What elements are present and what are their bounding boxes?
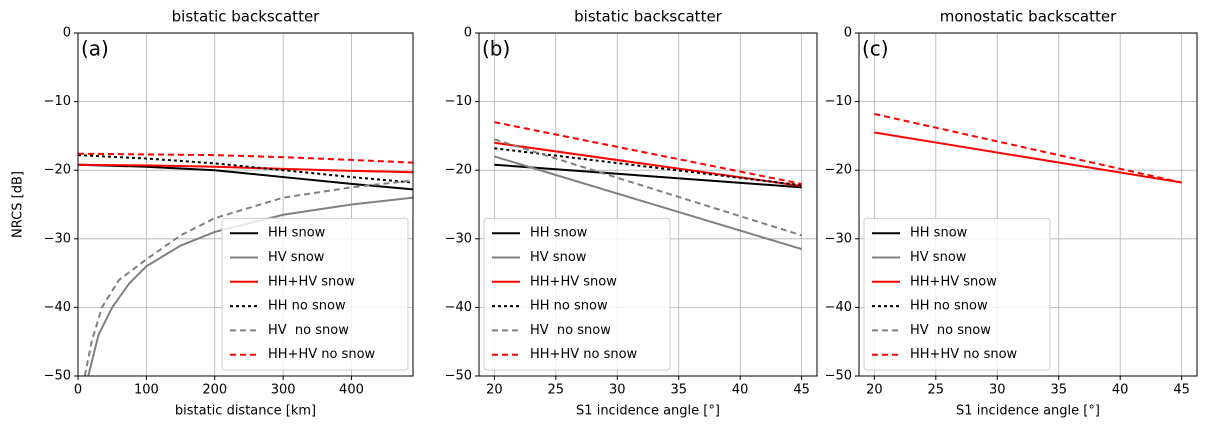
legend-label: HV snow: [530, 250, 587, 265]
panel-label: (c): [862, 37, 889, 61]
x-tick-label: 45: [793, 383, 810, 398]
x-tick-label: 100: [134, 383, 159, 398]
x-tick-label: 35: [1050, 383, 1067, 398]
legend: HH snow HV snow HH+HV snow HH no snow HV no …: [221, 217, 409, 371]
x-tick-label: 25: [928, 383, 945, 398]
legend-label: HV no snow: [530, 323, 611, 338]
y-tick-label: −20: [445, 163, 472, 178]
legend-label: HH+HV snow: [530, 274, 617, 289]
chart-title: monostatic backscatter: [940, 8, 1117, 26]
y-tick-label: −10: [445, 94, 472, 109]
legend-label: HH snow: [910, 226, 968, 241]
legend-label: HV no snow: [910, 323, 991, 338]
legend-label: HV no snow: [268, 323, 349, 338]
x-tick-label: 400: [339, 383, 364, 398]
chart-title: bistatic backscatter: [172, 8, 321, 26]
chart-title: bistatic backscatter: [574, 8, 723, 26]
series-line: [494, 138, 802, 237]
y-tick-label: −10: [825, 94, 852, 109]
x-tick-label: 40: [732, 383, 749, 398]
x-tick-label: 0: [74, 383, 82, 398]
y-tick-label: −40: [445, 300, 472, 315]
legend-label: HH no snow: [910, 299, 988, 314]
y-tick-label: −20: [825, 163, 852, 178]
y-axis-label: NRCS [dB]: [11, 171, 26, 238]
legend-label: HV snow: [910, 250, 967, 265]
axes-frame: [77, 32, 414, 377]
axes-frame: [858, 32, 1198, 377]
y-tick-label: −30: [44, 231, 71, 246]
series-line: [78, 152, 413, 164]
series-line: [494, 121, 802, 185]
series-line: [87, 196, 413, 376]
y-tick-label: −30: [445, 231, 472, 246]
y-tick-label: 0: [844, 26, 852, 41]
panel: −50 −40 −30 −20 −10 0 20 25 30 35 40 45 monostatic b…: [825, 8, 1198, 419]
panel: −50 −40 −30 −20 −10 0 0 100 200 300 400 bistatic ba…: [11, 8, 414, 419]
legend-label: HV snow: [268, 250, 325, 265]
x-axis-label: S1 incidence angle [°]: [576, 404, 720, 419]
x-tick-label: 40: [1112, 383, 1129, 398]
y-tick-label: −50: [44, 369, 71, 384]
panel-label: (b): [482, 37, 510, 61]
x-axis-label: S1 incidence angle [°]: [956, 404, 1100, 419]
x-tick-label: 30: [609, 383, 626, 398]
y-tick-label: −30: [825, 231, 852, 246]
y-tick-label: 0: [464, 26, 472, 41]
legend: HH snow HV snow HH+HV snow HH no snow HV no …: [863, 217, 1051, 371]
legend-label: HH+HV no snow: [530, 347, 638, 362]
legend-box: [863, 217, 1051, 371]
legend-label: HH no snow: [530, 299, 608, 314]
panel-label: (a): [81, 37, 109, 61]
series-line: [874, 112, 1182, 184]
x-tick-label: 35: [670, 383, 687, 398]
x-tick-label: 20: [866, 383, 883, 398]
y-tick-label: −10: [44, 94, 71, 109]
x-tick-label: 20: [486, 383, 503, 398]
legend-box: [221, 217, 409, 371]
y-tick-label: −40: [44, 300, 71, 315]
x-tick-label: 45: [1173, 383, 1190, 398]
x-axis-label: bistatic distance [km]: [175, 404, 316, 419]
x-tick-label: 200: [202, 383, 227, 398]
series-line: [494, 163, 802, 189]
legend-label: HH+HV snow: [910, 274, 997, 289]
y-tick-label: −40: [825, 300, 852, 315]
x-tick-label: 30: [989, 383, 1006, 398]
y-tick-label: −50: [445, 369, 472, 384]
series-line: [494, 141, 802, 187]
legend-box: [483, 217, 671, 371]
series-line: [83, 179, 413, 376]
x-tick-label: 300: [271, 383, 296, 398]
y-tick-label: 0: [63, 26, 71, 41]
axes-frame: [478, 32, 818, 377]
x-tick-label: 25: [548, 383, 565, 398]
series-line: [874, 131, 1182, 184]
y-tick-label: −20: [44, 163, 71, 178]
series-line: [78, 163, 413, 174]
panel: −50 −40 −30 −20 −10 0 20 25 30 35 40 45 bistatic bac…: [445, 8, 818, 419]
series-line: [78, 163, 413, 191]
legend-label: HH+HV snow: [268, 274, 355, 289]
legend-label: HH+HV no snow: [910, 347, 1018, 362]
legend: HH snow HV snow HH+HV snow HH no snow HV no …: [483, 217, 671, 371]
legend-label: HH no snow: [268, 299, 346, 314]
series-line: [494, 155, 802, 251]
legend-label: HH snow: [530, 226, 588, 241]
y-tick-label: −50: [825, 369, 852, 384]
legend-label: HH snow: [268, 226, 326, 241]
series-line: [78, 154, 413, 184]
legend-label: HH+HV no snow: [268, 347, 376, 362]
